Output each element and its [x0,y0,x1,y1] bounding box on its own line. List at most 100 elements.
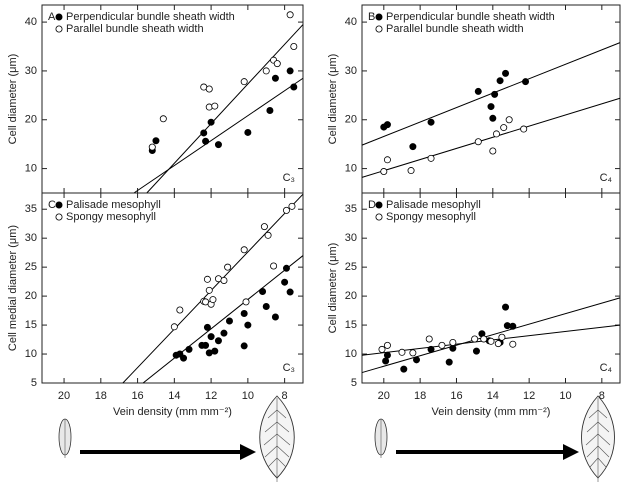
y-tick-label: 20 [25,290,37,302]
y-tick-label: 30 [345,65,357,77]
data-point [380,168,388,176]
data-point [211,347,219,355]
data-point [220,329,228,337]
data-point [474,87,482,95]
x-axis-label: Vein density (mm mm⁻²) [432,406,551,418]
x-tick-label: 8 [599,390,605,402]
data-point [498,333,506,341]
panel-label: A [48,11,56,23]
data-point [290,83,298,91]
legend-marker [55,13,63,21]
y-tick-label: 30 [25,232,37,244]
x-tick-label: 8 [282,390,288,402]
data-point [378,345,386,353]
panel-label: C [48,199,56,211]
data-point [185,345,193,353]
data-point [271,313,279,321]
data-point [502,303,510,311]
data-point [281,278,289,286]
data-point [159,115,167,123]
x-tick-label: 16 [450,390,462,402]
data-point [176,306,184,314]
data-point [209,296,217,304]
legend-marker [55,213,63,221]
y-tick-label: 25 [25,261,37,273]
plot-frame [41,192,304,384]
x-tick-label: 10 [242,390,254,402]
data-point [205,286,213,294]
legend-marker [55,25,63,33]
data-point [427,154,435,162]
data-point [383,351,391,359]
legend-label: Palisade mesophyll [66,199,161,211]
data-point [260,223,268,231]
legend-label: Spongy mesophyll [66,211,156,223]
panel-label: D [368,199,376,211]
data-point [202,137,210,145]
trend-line [361,297,621,374]
y-tick-label: 5 [31,377,37,389]
data-point [220,276,228,284]
data-point [203,275,211,283]
data-point [170,323,178,331]
data-point [240,246,248,254]
illustration-right [374,395,615,482]
data-point [282,264,290,272]
legend-label: Perpendicular bundle sheath width [66,11,235,23]
data-point [148,143,156,151]
data-point [449,338,457,346]
x-tick-label: 14 [487,390,499,402]
data-point [224,263,232,271]
x-tick-label: 18 [414,390,426,402]
data-point [282,206,290,214]
data-point [496,77,504,85]
legend-label: Parallel bundle sheath width [386,23,524,35]
data-point [180,354,188,362]
data-point [244,128,252,136]
trend-line [361,97,621,178]
data-point [480,335,488,343]
leaf-veins [585,398,611,482]
data-point [445,358,453,366]
data-point [491,90,499,98]
y-tick-label: 40 [25,16,37,28]
panel: 20 18 16 14 12 10 8 5 10 15 20 25 30 35 Cell diameter … [327,192,621,418]
data-point [489,147,497,155]
data-point [522,78,530,86]
data-point [203,323,211,331]
data-point [202,341,210,349]
panel: 10 20 30 40 Cell diameter (μm) A C₃ Perpendicul… [7,4,304,194]
data-point [273,60,281,68]
data-point [502,69,510,77]
x-tick-label: 20 [58,390,70,402]
data-point [492,130,500,138]
data-point [413,356,421,364]
trend-line [122,193,304,384]
data-point [505,116,513,124]
y-axis-label: Cell medial diameter (μm) [7,225,19,351]
data-point [152,137,160,145]
data-point [286,288,294,296]
y-tick-label: 20 [345,290,357,302]
data-point [449,344,457,352]
data-point [489,114,497,122]
y-tick-label: 15 [345,319,357,331]
y-tick-label: 20 [25,114,37,126]
data-point [242,298,250,306]
y-tick-label: 35 [25,203,37,215]
data-point [244,321,252,329]
data-point [471,335,479,343]
data-point [520,125,528,133]
y-tick-label: 15 [25,319,37,331]
legend-marker [375,213,383,221]
plot-frame [361,192,621,384]
arrow-head [563,444,579,460]
data-point [240,309,248,317]
data-point [427,345,435,353]
data-point [200,129,208,137]
legend-marker [375,25,383,33]
data-point [383,341,391,349]
trend-line [146,24,304,194]
data-point [214,337,222,345]
